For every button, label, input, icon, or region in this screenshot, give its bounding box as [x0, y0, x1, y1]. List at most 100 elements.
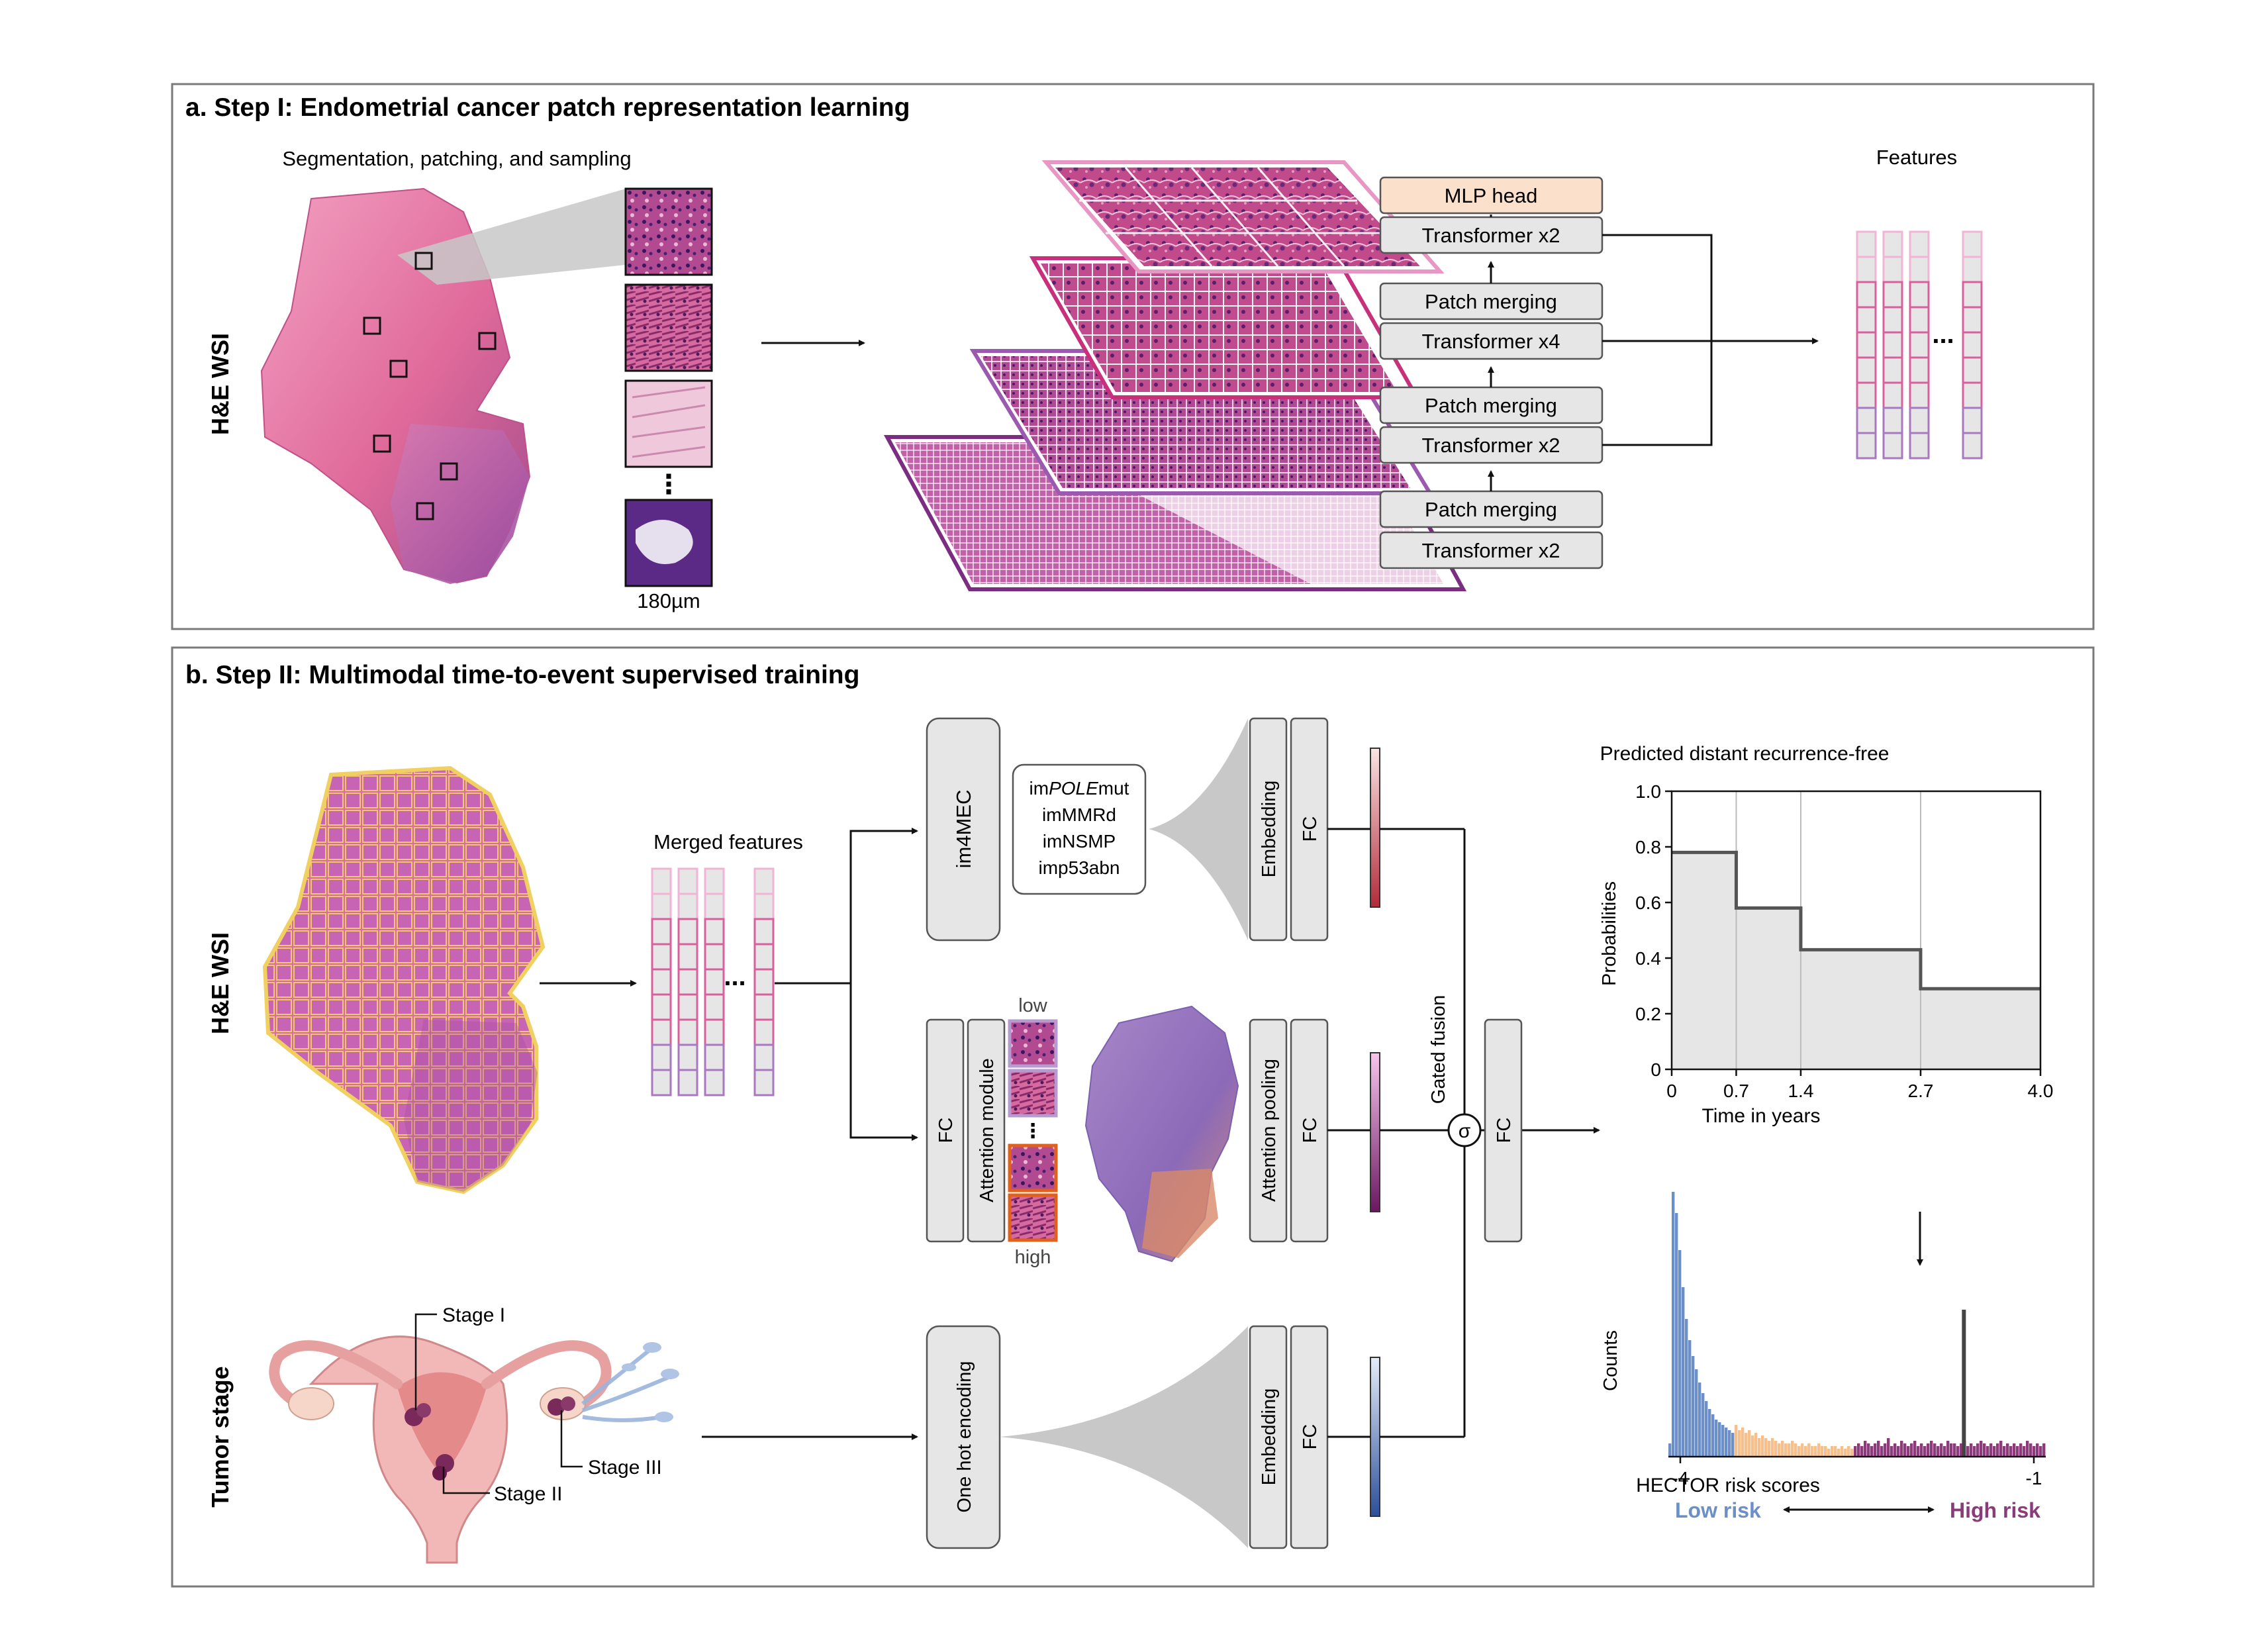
segmented-wsi — [262, 765, 546, 1194]
attention-pooling-block — [1249, 1018, 1288, 1243]
feature-cell — [1909, 256, 1930, 283]
panel-b-frame — [171, 646, 2095, 1588]
histogram-bar — [1996, 1443, 1999, 1457]
feature-cell — [753, 968, 775, 996]
histogram-bar — [1797, 1446, 1801, 1457]
histogram-bar — [1705, 1401, 1708, 1457]
histogram-bar — [1930, 1441, 1933, 1457]
merged-features-label: Merged features — [653, 830, 803, 853]
feature-cell — [1856, 432, 1877, 460]
survival-y-tick-label: 0.4 — [1635, 948, 1661, 969]
feature-cell — [677, 1044, 698, 1071]
feature-cell — [704, 993, 725, 1021]
features-label: Features — [1876, 146, 1957, 169]
subtype-pole: imPOLEmut — [1030, 778, 1129, 799]
sampled-patches: ⋮ 180µm — [624, 187, 713, 612]
feature-cell — [677, 1018, 698, 1046]
feature-cell — [1856, 407, 1877, 434]
histogram-x-tick-label: -1 — [2026, 1468, 2042, 1488]
histogram-bar — [1910, 1443, 1913, 1457]
survival-step-line — [1672, 850, 2040, 991]
survival-y-tick-label: 0.8 — [1635, 837, 1661, 857]
histogram-bar — [1711, 1414, 1715, 1457]
histogram-bar — [2013, 1443, 2016, 1457]
feature-cell — [1856, 331, 1877, 359]
survival-y-label: Probabilities — [1599, 881, 1620, 986]
survival-x-tick-label: 4.0 — [2028, 1081, 2054, 1101]
mlp-head-label: MLP head — [1445, 184, 1538, 207]
embedding-vector-blue — [1370, 1357, 1380, 1517]
survival-area — [1672, 852, 2040, 1069]
feature-cell — [1909, 331, 1930, 359]
sigma-gate — [1447, 1113, 1482, 1147]
feature-cell — [1962, 256, 1983, 283]
histogram-bar — [1860, 1446, 1864, 1457]
histogram-bar — [1715, 1420, 1718, 1457]
feature-cell — [1856, 230, 1877, 258]
histogram-bar — [1834, 1446, 1837, 1457]
panel-b-row-label-stage: Tumor stage — [207, 1366, 234, 1507]
feature-cell — [651, 1044, 672, 1071]
feature-cell — [651, 1018, 672, 1046]
histogram-bar — [1989, 1443, 1993, 1457]
feature-cell — [1909, 356, 1930, 384]
mlp-head-block — [1379, 176, 1604, 215]
histogram-bar — [1903, 1443, 1907, 1457]
sigma-label: σ — [1459, 1120, 1471, 1142]
feature-cell — [1856, 281, 1877, 309]
histogram-bar — [1857, 1443, 1860, 1457]
histogram-bar — [1768, 1441, 1771, 1457]
histogram-bar — [1933, 1443, 1937, 1457]
attention-module-label: Attention module — [977, 1058, 998, 1202]
histogram-bar — [2042, 1443, 2046, 1457]
feature-cell — [704, 943, 725, 971]
attention-pooling-label: Attention pooling — [1259, 1059, 1280, 1202]
histogram-bar — [1817, 1443, 1821, 1457]
histogram-y-label: Counts — [1600, 1330, 1621, 1391]
histogram-bar — [1738, 1430, 1741, 1457]
histogram-bar — [1778, 1443, 1781, 1457]
histogram-bar — [1781, 1441, 1784, 1457]
histogram-bar — [1966, 1446, 1970, 1457]
feature-cell — [704, 1069, 725, 1096]
histogram-bar — [1741, 1428, 1745, 1457]
feature-cell — [1909, 381, 1930, 409]
scale-label: 180µm — [637, 589, 700, 612]
wsi-thumbnail — [260, 187, 626, 584]
feature-cell — [1962, 407, 1983, 434]
embedding-3-block — [1249, 1325, 1288, 1549]
histogram-bar — [1884, 1443, 1887, 1457]
fc-1-label: FC — [1300, 816, 1321, 842]
feature-cell — [1856, 356, 1877, 384]
feature-cell — [651, 968, 672, 996]
feature-cell — [677, 968, 698, 996]
histogram-bar — [1718, 1422, 1721, 1457]
subtype-nsmp: imNSMP — [1043, 831, 1116, 851]
gated-fusion-label: Gated fusion — [1428, 995, 1449, 1104]
histogram-bar — [1695, 1369, 1698, 1457]
histogram-bar — [2039, 1446, 2042, 1457]
histogram-bar — [1794, 1443, 1797, 1457]
feature-cell — [1962, 381, 1983, 409]
histogram-bar — [1831, 1446, 1834, 1457]
histogram-bar — [1685, 1319, 1688, 1457]
fc-attention-block — [926, 1018, 965, 1243]
histogram-bar — [1946, 1441, 1950, 1457]
fc-3-label: FC — [1300, 1424, 1321, 1450]
feature-cell — [1856, 256, 1877, 283]
histogram-bar — [2036, 1443, 2039, 1457]
histogram-bar — [2026, 1441, 2029, 1457]
risk-histogram: Counts HECTOR risk scores Low risk High … — [1600, 1192, 2046, 1522]
histogram-bar — [1893, 1443, 1897, 1457]
high-attention-patch-1 — [1008, 1143, 1058, 1192]
histogram-bar — [1731, 1433, 1735, 1457]
feature-vectors — [1856, 230, 1983, 460]
patch-ellipsis: ⋮ — [655, 470, 682, 499]
im4mec-block — [926, 717, 1001, 942]
histogram-bar — [1897, 1446, 1900, 1457]
survival-plot-frame — [1670, 790, 2042, 1071]
histogram-bar — [1784, 1443, 1788, 1457]
panel-a: a. Step I: Endometrial cancer patch repr… — [171, 83, 2095, 630]
histogram-bar — [1735, 1425, 1738, 1457]
survival-chart-title: Predicted distant recurrence-free — [1600, 743, 1890, 765]
